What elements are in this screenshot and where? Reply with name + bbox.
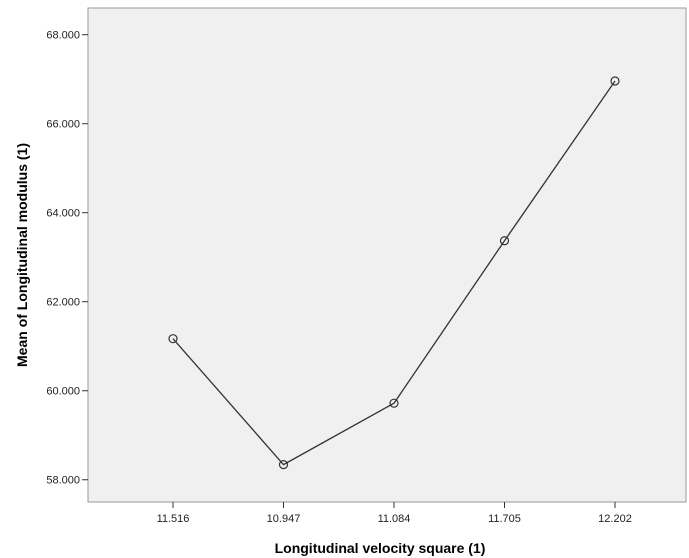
y-tick-label: 64.000 [46,208,80,220]
series-line [172,80,616,466]
data-points [168,76,620,470]
x-tick-label: 12.202 [598,513,632,525]
x-axis-title: Longitudinal velocity square (1) [275,540,486,556]
y-tick-label: 68.000 [46,30,80,42]
y-tick-label: 62.000 [46,297,80,309]
x-tick-label: 11.705 [488,513,521,525]
data-point [168,334,178,344]
data-point [499,236,510,246]
y-axis: 58.000 60.000 62.000 64.000 66.000 68.000 [46,30,88,487]
data-point [610,76,620,86]
data-point [278,460,289,470]
y-tick-label: 60.000 [46,386,80,398]
y-tick-label: 66.000 [46,119,80,131]
data-point [389,398,399,408]
x-axis: 11.516 10.947 11.084 11.705 12.202 [157,502,632,525]
y-axis-title: Mean of Longitudinal modulus (1) [14,143,30,367]
x-tick-label: 11.516 [157,513,190,525]
plot-area [87,7,687,503]
x-tick-label: 10.947 [267,513,301,525]
y-tick-label: 58.000 [46,475,80,487]
x-tick-label: 11.084 [378,513,411,525]
